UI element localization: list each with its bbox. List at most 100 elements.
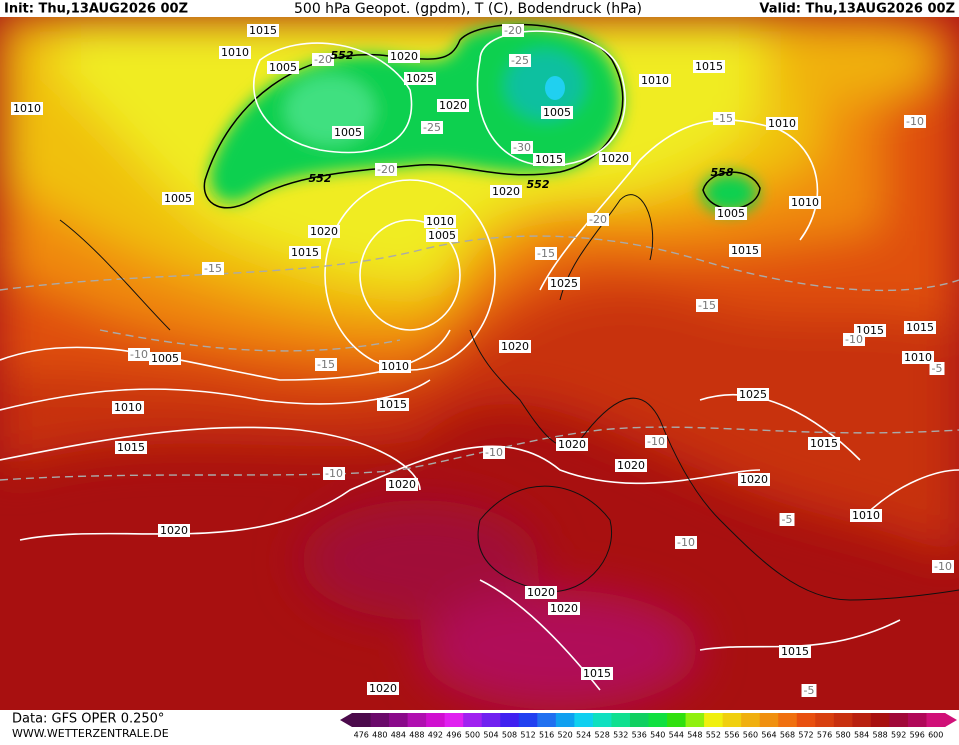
temperature-label: -25	[421, 121, 443, 134]
colorbar-swatch	[759, 713, 779, 727]
pressure-label-box	[729, 244, 761, 257]
pressure-label: 1010	[850, 509, 882, 522]
pressure-label-box	[308, 225, 340, 238]
colorbar-swatch	[592, 713, 612, 727]
temperature-label-box	[779, 513, 795, 526]
pressure-label-text: 1010	[426, 215, 454, 228]
pressure-label: 1020	[556, 438, 588, 451]
colorbar-swatch	[833, 713, 853, 727]
colorbar-swatch	[685, 713, 705, 727]
pressure-label: 1015	[904, 321, 936, 334]
pressure-label-text: 1020	[492, 185, 520, 198]
colorbar-swatch	[815, 713, 835, 727]
temperature-label-box	[535, 247, 557, 260]
pressure-label: 1020	[525, 586, 557, 599]
temperature-label: -10	[128, 348, 150, 361]
temperature-label: -5	[801, 684, 817, 697]
pressure-label: 1020	[548, 602, 580, 615]
pressure-label-text: 1015	[535, 153, 563, 166]
pressure-label-box	[367, 682, 399, 695]
geopotential-label: 552	[331, 49, 354, 62]
pressure-label: 1020	[437, 99, 469, 112]
pressure-label-text: 1020	[310, 225, 338, 238]
colorbar-label: 476	[354, 731, 369, 740]
colorbar-label: 504	[483, 731, 498, 740]
colorbar-label: 520	[557, 731, 572, 740]
pressure-label: 1020	[738, 473, 770, 486]
pressure-label-text: 1005	[164, 192, 192, 205]
temperature-label-text: -10	[485, 446, 503, 459]
pressure-label: 1010	[219, 46, 251, 59]
colorbar-swatch	[555, 713, 575, 727]
colorbar-label: 496	[446, 731, 461, 740]
pressure-label-box	[377, 398, 409, 411]
pressure-label: 1015	[808, 437, 840, 450]
pressure-label: 1020	[499, 340, 531, 353]
temperature-label-text: -5	[782, 513, 793, 526]
pressure-label-text: 1020	[388, 478, 416, 491]
temperature-label-text: -25	[423, 121, 441, 134]
pressure-label: 1020	[615, 459, 647, 472]
pressure-label-box	[693, 60, 725, 73]
pressure-label-box	[158, 524, 190, 537]
colorbar-label: 524	[576, 731, 591, 740]
colorbar-label: 556	[724, 731, 739, 740]
pressure-label-box	[639, 74, 671, 87]
colorbar-label: 536	[632, 731, 647, 740]
pressure-label-text: 1015	[906, 321, 934, 334]
temperature-label-text: -5	[804, 684, 815, 697]
pressure-label-box	[904, 321, 936, 334]
colorbar-label: 552	[706, 731, 721, 740]
pressure-label-box	[267, 61, 299, 74]
temperature-label-box	[421, 121, 443, 134]
pressure-label-text: 1010	[852, 509, 880, 522]
colorbar-label: 576	[817, 731, 832, 740]
temperature-label-text: -5	[932, 362, 943, 375]
temperature-label: -15	[202, 262, 224, 275]
temperature-label-box	[675, 536, 697, 549]
temperature-label: -10	[323, 467, 345, 480]
pressure-label-box	[541, 106, 573, 119]
pressure-label: 1015	[115, 441, 147, 454]
pressure-label-text: 1020	[527, 586, 555, 599]
temperature-label-box	[483, 446, 505, 459]
pressure-label-text: 1015	[583, 667, 611, 680]
temperature-label: -10	[932, 560, 954, 573]
temperature-label: -20	[587, 213, 609, 226]
temperature-label-box	[929, 362, 945, 375]
pressure-label-box	[379, 360, 411, 373]
pressure-label-text: 1020	[501, 340, 529, 353]
colorbar-swatch	[518, 713, 538, 727]
temperature-label-box	[312, 53, 334, 66]
pressure-label-box	[850, 509, 882, 522]
geopotential-label: 552	[527, 178, 550, 191]
pressure-label-box	[556, 438, 588, 451]
temperature-label-box	[375, 163, 397, 176]
colorbar-arrow-right	[945, 713, 957, 727]
pressure-label: 1015	[247, 24, 279, 37]
temperature-label: -15	[696, 299, 718, 312]
colorbar-swatch	[444, 713, 464, 727]
pressure-label-box	[581, 667, 613, 680]
temperature-label: -15	[713, 112, 735, 125]
pressure-label-box	[715, 207, 747, 220]
pressure-label-text: 1010	[114, 401, 142, 414]
temperature-label: -15	[315, 358, 337, 371]
pressure-label-text: 1005	[543, 106, 571, 119]
temperature-label-box	[904, 115, 926, 128]
colorbar-label: 572	[798, 731, 813, 740]
temperature-label-text: -10	[647, 435, 665, 448]
temperature-label: -10	[843, 333, 865, 346]
colorbar-swatch	[611, 713, 631, 727]
pressure-label-text: 1020	[558, 438, 586, 451]
site-credit: WWW.WETTERZENTRALE.DE	[12, 727, 169, 740]
colorbar-label: 528	[595, 731, 610, 740]
pressure-label-text: 1020	[390, 50, 418, 63]
temperature-label-text: -20	[377, 163, 395, 176]
pressure-label: 1010	[424, 215, 456, 228]
pressure-label-box	[738, 473, 770, 486]
colorbar-swatch	[778, 713, 798, 727]
pressure-label-box	[426, 229, 458, 242]
